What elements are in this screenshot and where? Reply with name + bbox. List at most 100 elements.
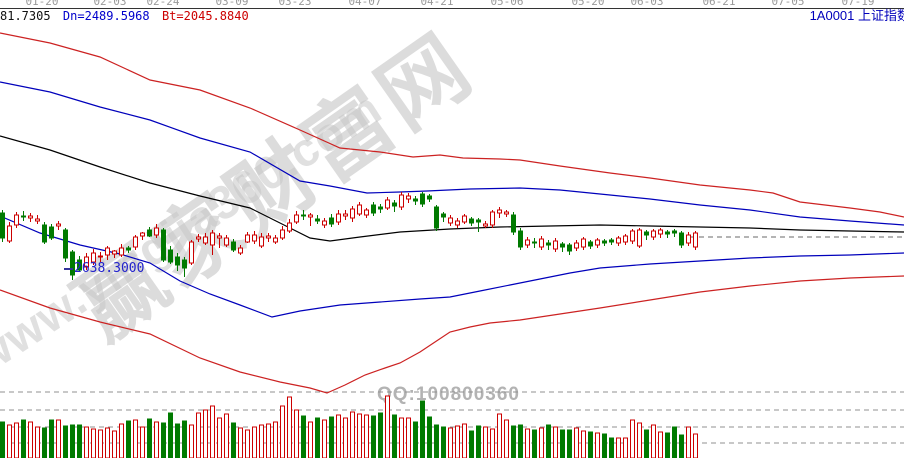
candle-body (7, 225, 12, 242)
candle-body (329, 217, 334, 225)
candle-body (672, 230, 677, 234)
volume-bar (126, 420, 131, 458)
candle-body (392, 202, 397, 207)
candle-body (406, 195, 411, 200)
candle-body (623, 235, 628, 243)
candle-body (364, 209, 369, 216)
candle-body (161, 229, 166, 261)
candle-body (301, 214, 306, 217)
candle-body (574, 242, 579, 249)
date-tick-label: 06-21 (702, 0, 736, 8)
volume-bar (665, 432, 670, 458)
volume-bar (399, 417, 404, 458)
volume-bar (595, 432, 600, 458)
volume-bar (392, 414, 397, 458)
volume-bar (336, 414, 341, 458)
date-axis: 01-20 02-03 02-24 03-09 03-23 04-07 04-21 05-06… (0, 0, 904, 8)
volume-bar (560, 429, 565, 458)
volume-bar (357, 413, 362, 458)
date-tick-label: 01-20 (25, 0, 59, 8)
volume-bar (315, 417, 320, 458)
band-line-lower_red (0, 275, 904, 394)
candle-body (259, 236, 264, 247)
volume-bar (224, 413, 229, 458)
date-tick-label: 04-21 (420, 0, 454, 8)
candle-body (35, 218, 40, 222)
volume-bar (476, 425, 481, 458)
volume-bar (49, 419, 54, 458)
candle-body (644, 231, 649, 236)
candle-body (609, 239, 614, 243)
volume-bar (602, 433, 607, 458)
volume-bar (679, 434, 684, 458)
candle-body (483, 223, 488, 227)
volume-bar (21, 419, 26, 458)
candle-body (168, 249, 173, 263)
candle-body (560, 243, 565, 248)
volume-bar (553, 426, 558, 458)
volume-bar (413, 421, 418, 458)
volume-bar (119, 423, 124, 458)
candle-body (49, 226, 54, 239)
volume-bar (105, 427, 110, 458)
volume-bar (14, 422, 19, 458)
candle-body (308, 214, 313, 218)
candle-body (490, 211, 495, 226)
volume-bar (567, 429, 572, 458)
volume-bar (28, 421, 33, 458)
candle-body (56, 223, 61, 227)
candle-body (63, 229, 68, 259)
candle-body (224, 237, 229, 246)
date-tick-label: 05-06 (490, 0, 524, 8)
volume-bar (343, 417, 348, 458)
date-tick-label: 06-03 (630, 0, 664, 8)
volume-bar (231, 422, 236, 458)
volume-bar (420, 400, 425, 458)
candle-body (567, 244, 572, 252)
volume-bar (294, 409, 299, 458)
volume-bar (210, 405, 215, 458)
volume-bar (364, 414, 369, 458)
candle-body (693, 232, 698, 248)
candle-body (441, 213, 446, 218)
candle-body (182, 259, 187, 269)
candle-body (462, 215, 467, 223)
candle-body (546, 242, 551, 246)
volume-bar (238, 427, 243, 458)
volume-bar (448, 427, 453, 458)
volume-bar (91, 428, 96, 458)
volume-bar (112, 430, 117, 458)
indicator-header: 81.7305 Dn=2489.5968 Bt=2045.8840 (0, 9, 904, 23)
candle-body (399, 194, 404, 208)
date-tick-label: 07-19 (841, 0, 875, 8)
volume-bar (483, 426, 488, 458)
candle-body (553, 240, 558, 250)
volume-bar (469, 430, 474, 458)
band-line-middle_black (0, 135, 904, 242)
volume-bar (490, 428, 495, 458)
indicator-value-up: 81.7305 (0, 9, 51, 23)
volume-bar (504, 419, 509, 458)
candle-body (637, 229, 642, 247)
volume-bar (588, 431, 593, 458)
candle-body (140, 232, 145, 237)
candle-body (273, 237, 278, 243)
volume-bar (0, 421, 5, 458)
volume-bar (644, 429, 649, 458)
volume-bar (581, 430, 586, 458)
volume-bar (532, 429, 537, 458)
volume-bar (651, 424, 656, 458)
band-line-lower_blue (0, 215, 904, 318)
volume-bar (630, 419, 635, 458)
date-tick-label: 03-23 (278, 0, 312, 8)
volume-bar (616, 437, 621, 458)
candle-body (42, 224, 47, 243)
volume-bar (322, 419, 327, 458)
volume-bar (539, 427, 544, 458)
candle-body (595, 239, 600, 246)
volume-bar (301, 415, 306, 458)
volume-bar (168, 412, 173, 458)
candle-body (455, 220, 460, 226)
